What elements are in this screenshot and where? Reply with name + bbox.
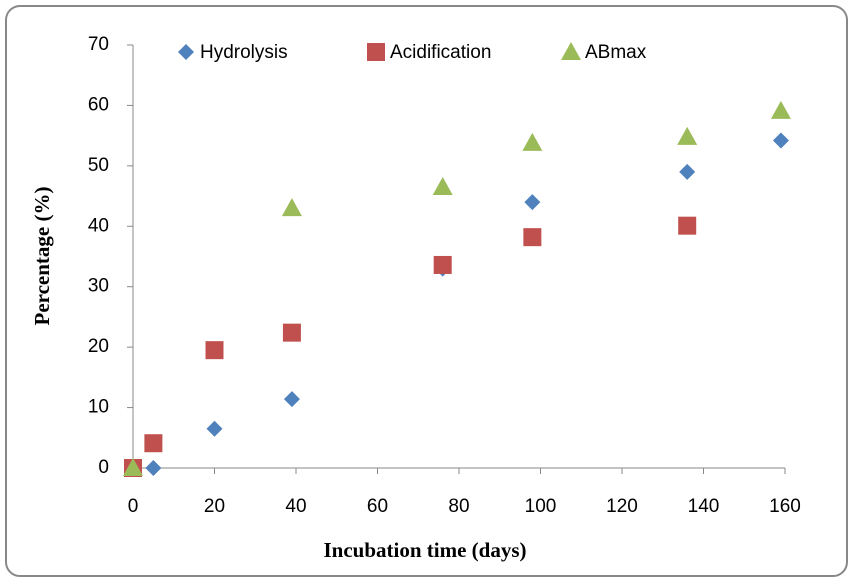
y-axis-label: Percentage (%) [30, 187, 54, 326]
x-axis-label: Incubation time (days) [323, 538, 526, 562]
x-tick-label: 80 [448, 496, 469, 517]
y-tick-label: 20 [88, 336, 109, 357]
marker [679, 163, 696, 180]
y-tick-label: 50 [88, 155, 109, 176]
x-tick-label: 60 [367, 496, 388, 517]
x-tick-label: 120 [606, 496, 638, 517]
marker [770, 100, 791, 119]
x-tick-label: 40 [285, 496, 306, 517]
marker [432, 177, 453, 196]
y-tick-label: 30 [88, 276, 109, 297]
marker [178, 44, 194, 60]
marker [145, 460, 162, 476]
marker [523, 228, 542, 247]
x-tick-label: 140 [688, 496, 720, 517]
x-tick-label: 20 [204, 496, 225, 517]
marker [367, 43, 385, 61]
x-tick-label: 160 [769, 496, 801, 517]
marker [524, 194, 541, 211]
marker [283, 391, 300, 408]
marker [772, 132, 789, 149]
marker [677, 126, 698, 145]
marker [433, 255, 452, 274]
y-tick-label: 40 [88, 215, 109, 236]
legend-label: Hydrolysis [200, 42, 288, 63]
marker [123, 458, 143, 476]
y-tick-label: 60 [88, 94, 109, 115]
marker [522, 132, 543, 151]
marker [144, 434, 163, 453]
marker [206, 420, 223, 437]
marker [561, 42, 581, 60]
y-tick-label: 0 [98, 457, 109, 478]
marker [205, 341, 224, 360]
y-tick-label: 70 [88, 34, 109, 55]
marker [281, 198, 302, 217]
x-tick-label: 0 [128, 496, 139, 517]
legend-label: Acidification [390, 42, 491, 63]
legend-label: ABmax [585, 42, 647, 63]
marker [282, 323, 301, 342]
y-tick-label: 10 [88, 397, 109, 418]
x-tick-label: 100 [525, 496, 557, 517]
marker [678, 216, 697, 235]
chart-frame [5, 5, 848, 577]
